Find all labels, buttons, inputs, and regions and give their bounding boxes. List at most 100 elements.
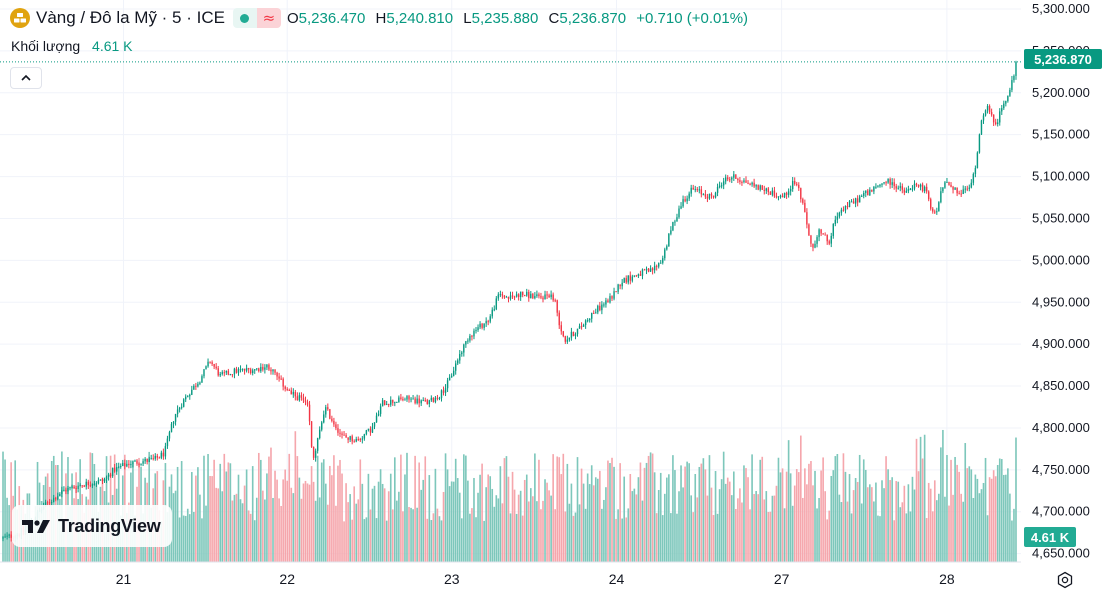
volume-bar [672, 455, 674, 562]
candle-body [838, 212, 841, 217]
candle-body [978, 134, 981, 153]
volume-bar [974, 474, 977, 562]
candle-body [946, 181, 948, 183]
candle-body [369, 428, 372, 433]
volume-bar [625, 517, 628, 562]
candle-body [296, 396, 299, 401]
candle-body [187, 396, 189, 398]
candle-body [990, 112, 993, 115]
candle-body [637, 274, 640, 277]
candle-body [185, 396, 187, 400]
volume-bar [822, 457, 824, 562]
volume-bar [836, 454, 839, 562]
volume-bar [8, 505, 10, 562]
volume-bar [643, 467, 646, 562]
candle-body [655, 265, 658, 267]
volume-bar [564, 511, 567, 562]
close-label: C [548, 9, 560, 27]
candle-body [118, 466, 120, 468]
candle-body [676, 217, 678, 222]
candle-body [150, 458, 152, 460]
volume-bar [300, 498, 303, 562]
scale-settings-button[interactable] [1054, 569, 1076, 591]
volume-bar [962, 501, 965, 562]
candle-body [394, 402, 396, 404]
volume-bar [988, 477, 991, 562]
volume-bar [343, 521, 345, 562]
volume-bar [270, 447, 272, 562]
candle-body [751, 182, 753, 185]
volume-bar [968, 466, 971, 562]
candle-body [572, 331, 575, 337]
volume-bar [984, 457, 987, 562]
volume-bar [889, 480, 891, 562]
candle-body [164, 446, 167, 457]
volume-bar [408, 507, 410, 562]
volume-bar [980, 489, 983, 562]
tradingview-logo[interactable]: TradingView [12, 505, 172, 547]
volume-bar [840, 502, 843, 562]
candle-body [702, 194, 705, 196]
volume-bar [883, 488, 885, 562]
candle-body [396, 401, 398, 403]
volume-bar [688, 463, 690, 562]
volume-bar [990, 478, 993, 562]
candle-body [873, 186, 875, 192]
volume-bar [730, 495, 733, 562]
volume-bar [552, 454, 554, 562]
candles [2, 60, 1017, 542]
volume-bar [745, 468, 747, 562]
candle-body [128, 463, 130, 465]
market-status[interactable]: ≈ [232, 8, 281, 28]
candle-body [783, 192, 786, 198]
candle-body [412, 398, 414, 400]
volume-bar [554, 509, 556, 562]
volume-bar [623, 476, 626, 562]
volume-bar [856, 481, 859, 562]
candle-body [796, 183, 798, 185]
volume-bar [272, 497, 274, 562]
volume-bar [203, 455, 205, 562]
volume-bar [347, 502, 349, 562]
volume-bar [505, 456, 508, 562]
volume-bar [6, 497, 8, 562]
ohlc-values: O5,236.470 H5,240.810 L5,235.880 C5,236.… [287, 10, 754, 27]
candle-body [107, 474, 110, 477]
candle-body [761, 185, 763, 190]
volume-bar [266, 473, 268, 562]
volume-bar [235, 493, 238, 562]
candle-body [848, 201, 851, 208]
candle-body [243, 368, 246, 371]
volume-bar [442, 491, 445, 562]
candle-body [207, 361, 209, 367]
volume-bar [322, 459, 325, 562]
volume-bar [361, 483, 364, 562]
volume-label[interactable]: Khối lượng [11, 38, 81, 54]
candle-body [879, 184, 881, 187]
volume-bar [806, 484, 808, 562]
volume-bar [387, 491, 390, 562]
candle-body [1013, 75, 1015, 81]
candle-body [802, 199, 804, 203]
volume-bar [237, 474, 240, 562]
candle-body [450, 375, 453, 378]
collapse-legend-button[interactable] [10, 67, 42, 89]
candle-body [627, 275, 629, 283]
volume-bar [706, 495, 709, 562]
volume-bar [527, 501, 530, 562]
symbol-title[interactable]: Vàng / Đô la Mỹ · 5 · ICE [36, 8, 225, 27]
candle-body [662, 258, 664, 263]
time-tick-label: 22 [279, 571, 295, 587]
candle-body [787, 191, 790, 195]
candle-body [300, 395, 303, 398]
volume-bar [769, 511, 772, 562]
candle-body [936, 211, 938, 213]
candle-body [197, 383, 199, 387]
candle-body [385, 404, 388, 406]
candle-body [609, 296, 611, 303]
volume-bar [674, 470, 676, 562]
volume-bar [578, 504, 581, 562]
candle-body [538, 294, 540, 297]
candle-body [105, 476, 108, 480]
volume-bar [972, 497, 975, 562]
